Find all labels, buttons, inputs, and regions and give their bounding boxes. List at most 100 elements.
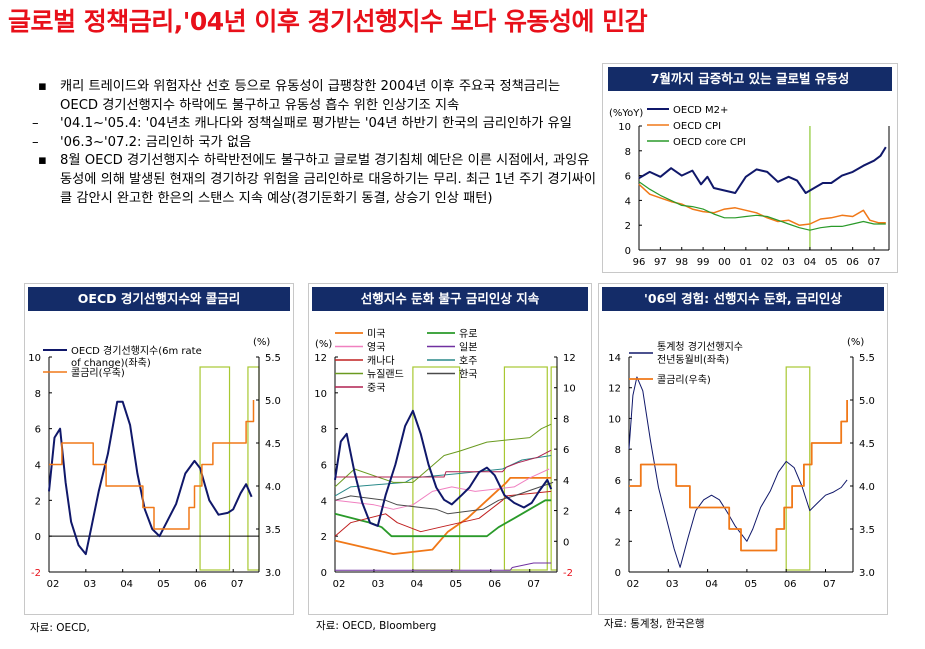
legend-label: 중국	[367, 382, 385, 394]
y-tick-label: 0	[35, 532, 41, 543]
y-right-tick-label: 4.5	[859, 439, 875, 450]
legend-label: 통계청 경기선행지수	[657, 340, 743, 353]
bullet-text: 캐리 트레이드와 위험자산 선호 등으로 유동성이 급팽창한 2004년 이후 …	[60, 79, 561, 113]
source-note: 자료: OECD, Bloomberg	[316, 620, 437, 632]
bullet-item: – '06.3~'07.2: 금리인하 국가 없음	[32, 134, 598, 153]
x-tick-label: 04	[804, 257, 817, 268]
y-right-axis-unit: (%)	[847, 337, 864, 348]
panel-title: 선행지수 둔화 불구 금리인상 지속	[312, 287, 588, 311]
bullet-list: ▪ 캐리 트레이드와 위험자산 선호 등으로 유동성이 급팽창한 2004년 이후…	[32, 78, 598, 208]
x-tick-label: 07	[527, 579, 540, 590]
y-tick-label: 4	[615, 507, 621, 518]
y-right-tick-label: 8	[563, 414, 569, 425]
y-right-tick-label: 5.0	[859, 396, 875, 407]
series-line-0	[48, 400, 253, 556]
bullet-marker: ▪	[38, 79, 47, 94]
x-tick-label: 97	[654, 257, 667, 268]
y-tick-label: 4	[35, 461, 41, 472]
y-tick-label: 10	[618, 122, 631, 133]
x-tick-label: 05	[825, 257, 838, 268]
x-tick-label: 07	[823, 579, 836, 590]
x-tick-label: 05	[157, 579, 170, 590]
legend-label: 전년동월비(좌축)	[657, 354, 729, 366]
bullet-item: ▪ 캐리 트레이드와 위험자산 선호 등으로 유동성이 급팽창한 2004년 이후…	[38, 78, 598, 115]
bullet-item: – '04.1~'05.4: '04년초 캐나다와 정책실패로 평가받는 '04년…	[32, 115, 598, 134]
legend-label: 뉴질랜드	[367, 369, 404, 381]
y-tick-label: 6	[321, 461, 327, 472]
panel-title: OECD 경기선행지수와 콜금리	[28, 287, 290, 311]
x-tick-label: 99	[697, 257, 710, 268]
legend-label: 캐나다	[367, 355, 395, 367]
x-tick-label: 04	[120, 579, 133, 590]
series-line-3	[335, 562, 552, 571]
x-tick-label: 05	[745, 579, 758, 590]
y-tick-label: -2	[31, 568, 41, 579]
y-tick-label: 6	[625, 172, 631, 183]
y-right-tick-label: 12	[563, 353, 576, 364]
y-right-tick-label: 3.0	[859, 568, 875, 579]
y-axis-unit: (%YoY)	[609, 108, 643, 119]
highlight-box	[785, 366, 811, 571]
series-line-1	[629, 400, 849, 552]
chart-panel-oecd-call-rate: OECD 경기선행지수와 콜금리 -2 0 2 4 6 8 10 3.0 3.5 4.0 4.5 5.…	[24, 283, 294, 615]
y-right-tick-label: 4.0	[859, 482, 875, 493]
y-tick-label: 2	[321, 532, 327, 543]
y-tick-label: 12	[314, 353, 327, 364]
x-tick-label: 06	[194, 579, 207, 590]
y-right-tick-label: 5.5	[859, 353, 875, 364]
highlight-box	[412, 366, 461, 571]
y-tick-label: 4	[625, 196, 631, 207]
x-tick-label: 02	[761, 257, 774, 268]
bullet-text: 8월 OECD 경기선행지수 하락반전에도 불구하고 글로벌 경기침체 예단은 …	[60, 153, 597, 206]
chart-panel-liquidity: 7월까지 급증하고 있는 글로벌 유동성 0 2 4 6 8 10 96 97 98 99 00 01…	[602, 63, 898, 273]
x-tick-label: 06	[784, 579, 797, 590]
series-line-6	[334, 423, 552, 488]
series-line-8	[335, 449, 552, 478]
x-tick-label: 06	[488, 579, 501, 590]
y-tick-label: 6	[35, 425, 41, 436]
y-right-tick-label: 4.0	[265, 482, 281, 493]
x-tick-label: 07	[868, 257, 881, 268]
x-tick-label: 02	[627, 579, 640, 590]
series-line-2	[638, 181, 886, 231]
legend-label: 콜금리(우축)	[71, 367, 125, 379]
chart-panel-2006-experience: '06의 경험: 선행지수 둔화, 금리인상 0 2 4 6 8 10 12 14 3.0 3.5…	[598, 283, 888, 615]
bullet-marker: –	[32, 134, 39, 150]
x-tick-label: 01	[739, 257, 752, 268]
y-right-tick-label: 0	[563, 537, 569, 548]
y-tick-label: 4	[321, 496, 327, 507]
y-right-tick-label: 4.5	[265, 439, 281, 450]
series-line-1	[638, 183, 886, 226]
legend-label: 일본	[459, 342, 477, 354]
legend-label: OECD M2+	[673, 105, 728, 116]
legend-label: 호주	[459, 355, 477, 367]
legend-label: OECD CPI	[673, 121, 721, 132]
y-tick-label: 8	[321, 425, 327, 436]
y-tick-label: 0	[615, 568, 621, 579]
y-tick-label: 2	[615, 537, 621, 548]
y-tick-label: 10	[608, 414, 621, 425]
y-tick-label: 12	[608, 384, 621, 395]
x-tick-label: 00	[718, 257, 731, 268]
y-right-tick-label: 3.5	[859, 525, 875, 536]
legend-label: 유로	[459, 328, 477, 340]
legend-label: 콜금리(우축)	[657, 374, 711, 386]
bullet-item: ▪ 8월 OECD 경기선행지수 하락반전에도 불구하고 글로벌 경기침체 예단은…	[38, 152, 598, 208]
panel-title: 7월까지 급증하고 있는 글로벌 유동성	[608, 67, 892, 91]
legend-label: 영국	[367, 342, 385, 354]
y-right-tick-label: 10	[563, 384, 576, 395]
x-tick-label: 02	[47, 579, 60, 590]
highlight-box	[199, 366, 231, 571]
series-line-1	[49, 400, 255, 530]
y-right-tick-label: 3.5	[265, 525, 281, 536]
y-right-tick-label: -2	[563, 568, 573, 579]
y-tick-label: 10	[314, 389, 327, 400]
series-line-2	[334, 468, 550, 510]
highlight-box	[550, 366, 558, 571]
x-tick-label: 03	[666, 579, 679, 590]
source-note: 자료: 통계청, 한국은행	[604, 618, 705, 630]
legend-label: OECD 경기선행지수(6m rate	[71, 344, 202, 357]
x-tick-label: 96	[633, 257, 646, 268]
